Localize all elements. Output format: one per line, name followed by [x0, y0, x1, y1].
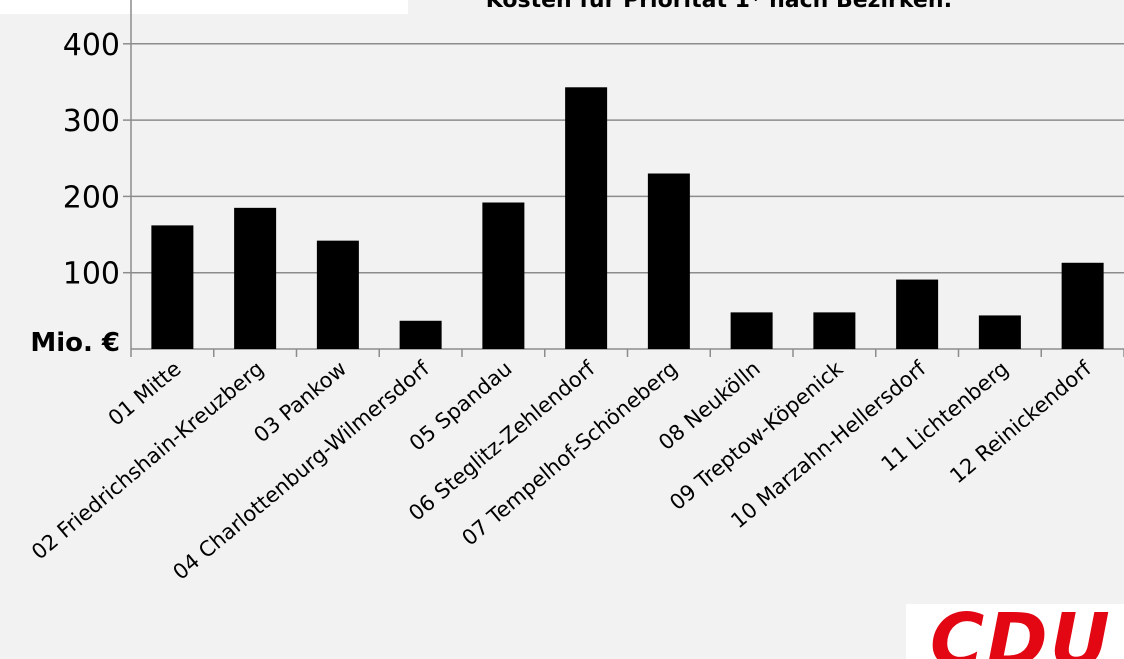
bar: [1061, 262, 1104, 349]
bar: [316, 240, 359, 349]
bar: [978, 315, 1021, 349]
bar: [151, 225, 194, 349]
y-tick-label: 200: [63, 180, 120, 215]
y-tick-label: 300: [63, 104, 120, 139]
x-tick-label: 12 Reinickendorf: [945, 356, 1096, 488]
bar: [896, 279, 939, 349]
chart-title: Kosten für Priorität 1* nach Bezirken:: [485, 0, 953, 13]
bar: [565, 87, 608, 349]
bar: [647, 173, 690, 349]
party-logo: CDU: [906, 604, 1124, 659]
y-tick-label: 100: [63, 257, 120, 292]
y-tick-label: 400: [63, 28, 120, 63]
bar: [730, 312, 773, 349]
top-left-panel: [0, 0, 408, 14]
logo-text: CDU: [930, 604, 1112, 659]
y-unit-label: Mio. €: [30, 328, 120, 358]
bar: [482, 202, 525, 349]
x-tick-label: 01 Mitte: [104, 356, 186, 430]
bar: [234, 207, 277, 349]
bar: [399, 320, 442, 349]
bar: [813, 312, 856, 349]
